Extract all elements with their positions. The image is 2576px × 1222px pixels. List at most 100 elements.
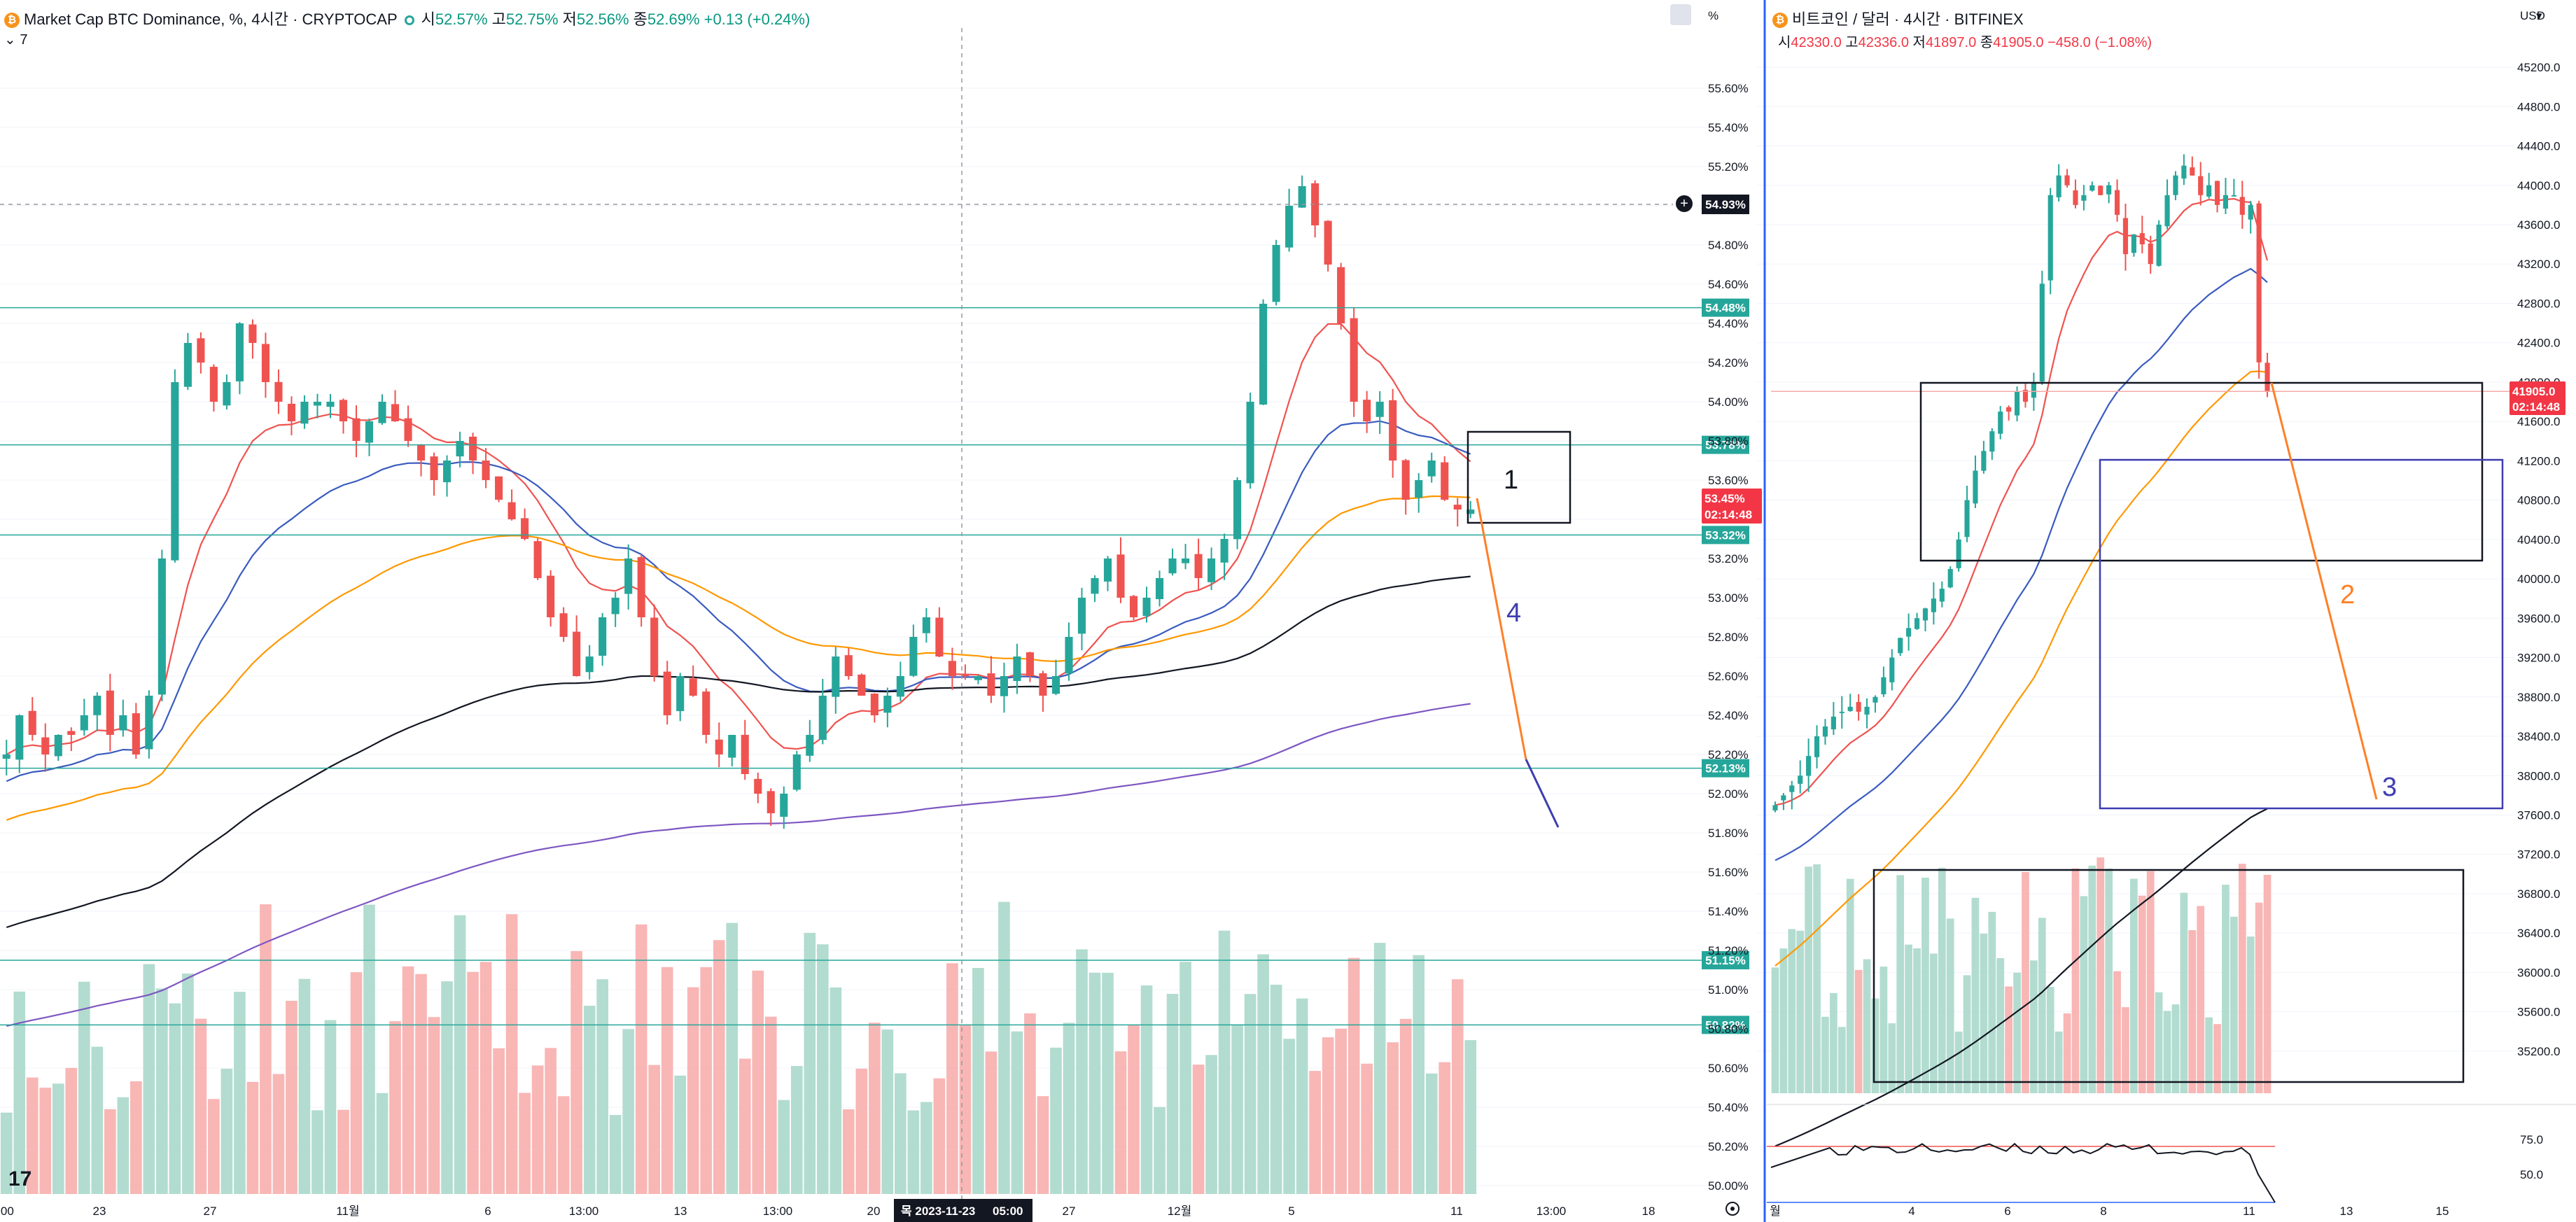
left-timeframe[interactable]: 4시간: [251, 10, 288, 28]
volume-bar: [1813, 864, 1821, 1093]
candle-body: [1182, 559, 1190, 563]
right-price-axis[interactable]: 45200.0 44800.0 44400.0 44000.0 43600.0 43200…: [2517, 61, 2560, 1058]
candle-body: [1298, 186, 1306, 208]
candle-body: [1103, 559, 1112, 582]
candle-body: [1026, 652, 1034, 676]
candle-body: [54, 735, 62, 757]
candle-body: [2222, 195, 2229, 209]
volume-bar: [298, 978, 311, 1194]
volume-bar: [1296, 998, 1308, 1194]
volume-bar: [1451, 979, 1464, 1194]
time-axis-label: 5: [1288, 1205, 1294, 1218]
price-axis-label: 37200.0: [2517, 848, 2560, 862]
candle-body: [844, 655, 853, 676]
time-axis-label: 월: [1770, 1205, 1781, 1218]
volume-bar: [143, 964, 155, 1194]
volume-bar: [830, 987, 842, 1194]
ema-line: [1774, 197, 2269, 806]
left-time-axis[interactable]: :00 23 27 11월 6 13:00 13 13:00 20 27 12월 5 11 13:00 18: [0, 1205, 1655, 1218]
level-tag-text: 53.78%: [1705, 439, 1746, 452]
right-source[interactable]: BITFINEX: [1954, 10, 2024, 28]
price-axis-label: 39600.0: [2517, 612, 2560, 625]
right-time-axis[interactable]: 월 4 6 8 11 13 15: [1770, 1205, 2449, 1218]
left-current-price: 53.45%: [1704, 492, 1745, 505]
volume-bar: [2171, 1004, 2180, 1093]
candle-body: [1013, 656, 1021, 682]
candle-body: [1208, 559, 1216, 582]
price-axis-label: 54.40%: [1708, 317, 1749, 330]
time-axis-label: 27: [204, 1205, 217, 1218]
candle-body: [183, 343, 192, 387]
candle-body: [1376, 402, 1384, 417]
volume-bar: [117, 1097, 130, 1194]
candle-body: [391, 404, 400, 421]
right-symbol-title[interactable]: 비트코인 / 달러: [1792, 10, 1890, 28]
annotation-box-volume: [1872, 869, 2465, 1083]
time-axis-label: 13: [2340, 1205, 2353, 1218]
volume-bar: [855, 1068, 868, 1194]
volume-bar: [622, 1029, 635, 1194]
candle-body: [495, 476, 503, 500]
candle-body: [2214, 181, 2220, 205]
left-price-axis[interactable]: 55.60%55.40%55.20%55.00%54.80%54.60%54.4…: [1708, 82, 1749, 1193]
volume-bar: [195, 1018, 207, 1194]
candle-body: [1453, 505, 1462, 510]
volume-bar: [2088, 865, 2096, 1093]
volume-bar: [1464, 1040, 1477, 1194]
volume-bar: [1888, 1023, 1896, 1093]
candle-body: [792, 754, 801, 790]
price-axis-label: 51.20%: [1708, 944, 1749, 957]
price-axis-label: 42800.0: [2517, 297, 2560, 310]
right-currency-label[interactable]: USD: [2520, 9, 2545, 22]
candle-body: [922, 617, 930, 633]
candle-body: [806, 735, 814, 756]
candle-body: [1847, 706, 1853, 711]
candle-body: [507, 502, 516, 519]
right-legend[interactable]: ₿ 비트코인 / 달러 · 4시간 · BITFINEX: [1772, 7, 2024, 29]
candle-body: [1168, 559, 1177, 574]
left-legend[interactable]: ₿ Market Cap BTC Dominance, %, 4시간 · CRYP…: [4, 7, 810, 29]
candle-body: [1401, 460, 1410, 500]
projection-line-orange: [1476, 498, 1527, 760]
price-axis-label: 40800.0: [2517, 494, 2560, 507]
volume-bar: [1180, 962, 1191, 1194]
left-source[interactable]: CRYPTOCAP: [302, 10, 398, 28]
volume-bar: [1063, 1023, 1075, 1194]
volume-bar: [972, 967, 984, 1194]
left-horizontal-levels[interactable]: 54.48% 53.78% 53.32% 52.13% 51.15% 50.82%: [0, 298, 1749, 1034]
candle-body: [637, 557, 645, 617]
chevron-down-icon[interactable]: ⌄: [4, 32, 20, 48]
volume-bar: [78, 981, 90, 1194]
volume-bar: [778, 1100, 790, 1194]
annotation-label-2: 2: [2340, 580, 2355, 610]
volume-bar: [1771, 967, 1779, 1093]
candle-body: [624, 559, 633, 594]
candle-body: [611, 598, 620, 614]
price-axis-label: 38000.0: [2517, 769, 2560, 782]
left-currency-label[interactable]: %: [1708, 9, 1718, 22]
right-low: 41897.0: [1925, 35, 1977, 50]
left-symbol-title[interactable]: Market Cap BTC Dominance, %: [24, 10, 243, 28]
rsi-axis-label: 75.0: [2520, 1133, 2543, 1146]
left-annotations[interactable]: 14: [1466, 430, 1572, 828]
time-axis-label: 4: [1908, 1205, 1914, 1218]
candle-body: [15, 715, 24, 760]
right-timeframe[interactable]: 4시간: [1903, 10, 1941, 28]
volume-bar: [312, 1110, 323, 1194]
indicator-toggle[interactable]: ⌄ 7: [4, 31, 27, 48]
volume-bar: [1037, 1096, 1049, 1194]
volume-bar: [1821, 1016, 1829, 1093]
crosshair-add-icon[interactable]: [1676, 195, 1693, 212]
snapshot-icon[interactable]: [1670, 4, 1691, 25]
candle-body: [2081, 195, 2087, 201]
settings-gear-icon[interactable]: [1726, 1202, 1740, 1216]
candle-body: [2156, 224, 2162, 266]
volume-bar: [842, 1109, 855, 1194]
right-currency-chevron-icon[interactable]: ▾: [2536, 9, 2542, 22]
right-annotations[interactable]: 23: [1771, 381, 2510, 1083]
candle-body: [1324, 220, 1332, 265]
annotation-label-3: 3: [2382, 773, 2397, 802]
left-close: 52.69%: [647, 10, 700, 28]
volume-bar: [869, 1023, 881, 1194]
